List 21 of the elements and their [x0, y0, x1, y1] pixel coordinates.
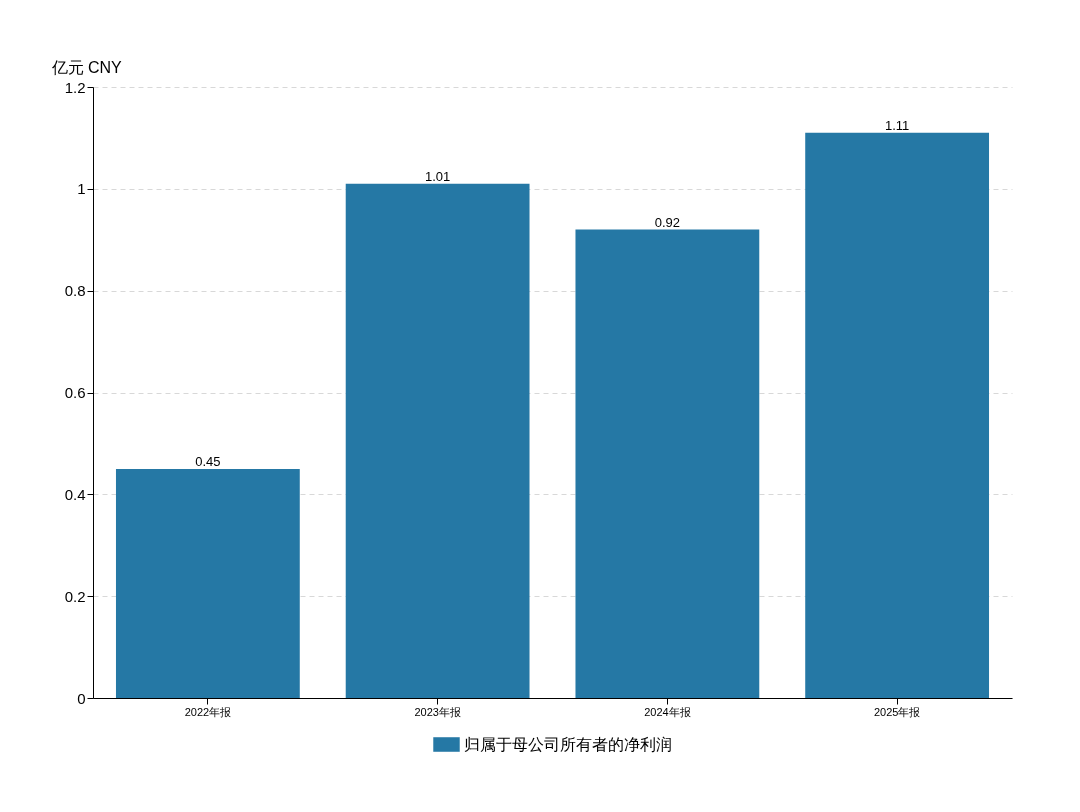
bar [345, 183, 530, 698]
y-tick-label: 1 [77, 180, 86, 198]
y-axis-title: 亿元 CNY [50, 58, 123, 76]
y-tick-label: 0.8 [64, 282, 86, 300]
legend-label: 归属于母公司所有者的净利润 [464, 735, 672, 753]
x-tick-label: 2023年报 [414, 705, 461, 718]
y-tick-label: 1.2 [64, 78, 86, 96]
y-tick-label: 0.4 [64, 485, 86, 503]
data-label: 1.11 [884, 117, 910, 133]
x-tick-label: 2025年报 [873, 705, 921, 718]
bar [575, 229, 760, 698]
data-label: 1.01 [424, 168, 451, 184]
data-label: 0.45 [195, 453, 221, 469]
x-tick-label: 2024年报 [644, 705, 691, 718]
x-tick-label: 2022年报 [184, 705, 232, 718]
y-tick-label: 0.2 [64, 587, 86, 605]
data-label: 0.92 [654, 214, 681, 230]
y-tick-label: 0 [77, 689, 86, 707]
bar [115, 468, 300, 698]
y-tick-label: 0.6 [64, 384, 86, 401]
bar [805, 132, 990, 698]
